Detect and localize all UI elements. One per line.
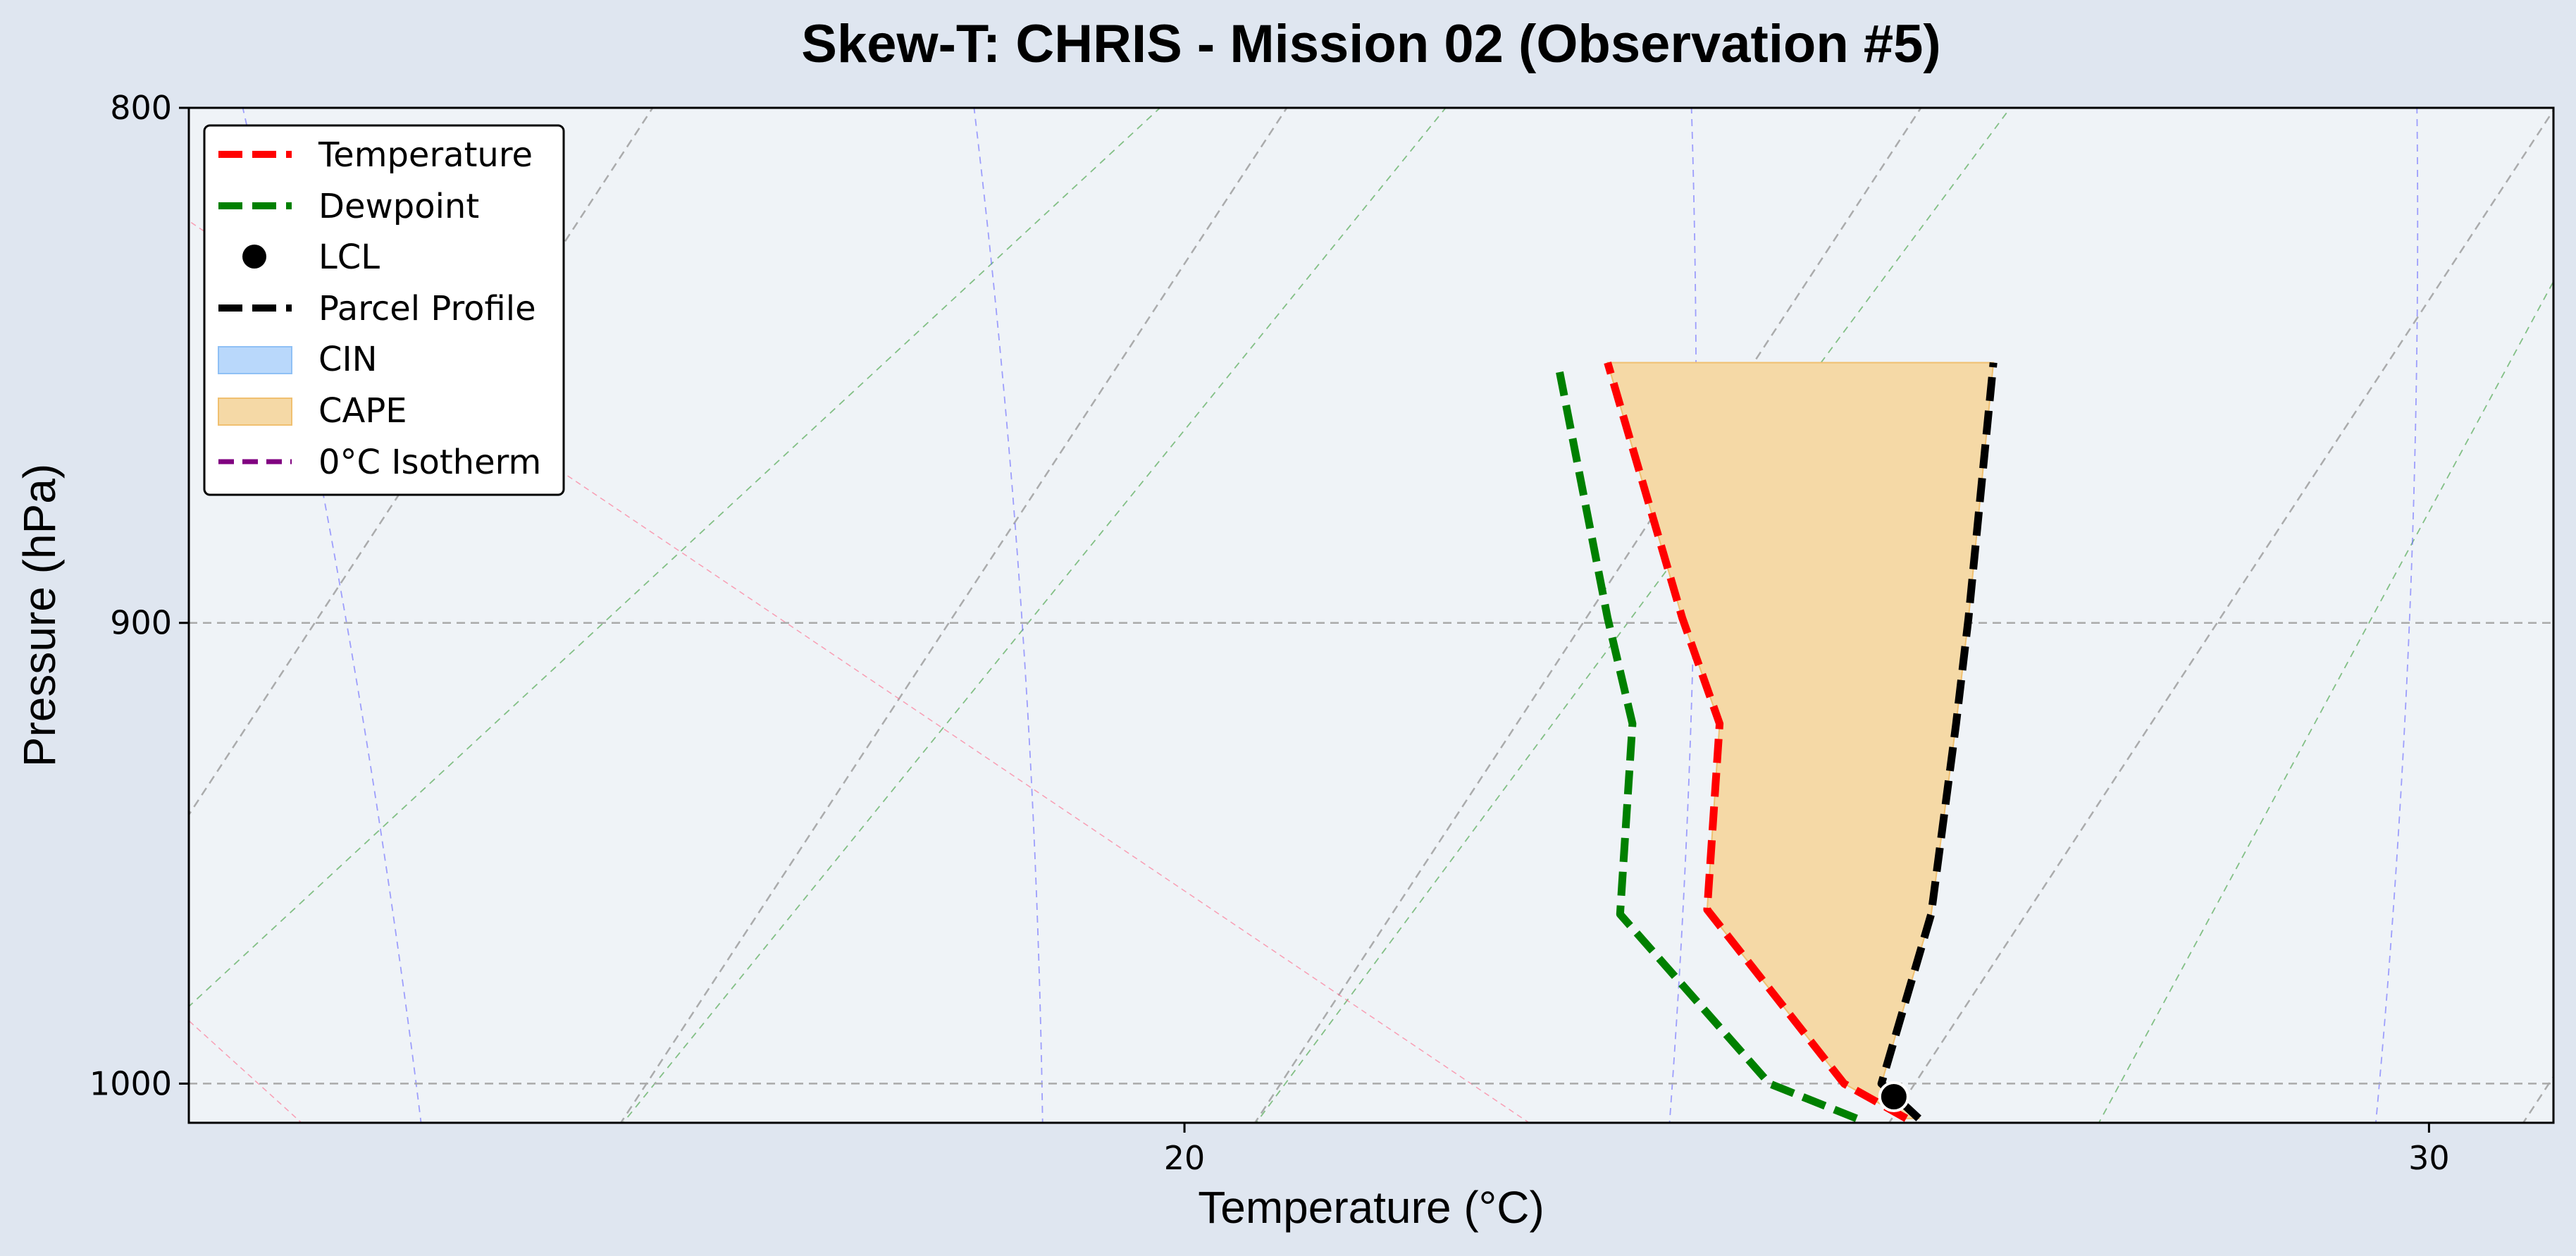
legend-swatch-cin	[218, 346, 292, 374]
legend-label-cape: CAPE	[318, 391, 407, 431]
isotherm-line-3	[1253, 108, 1922, 1123]
legend-swatch-lcl	[242, 245, 266, 269]
y-tick-label-900: 900	[110, 604, 172, 642]
legend-label-isotherm: 0°C Isotherm	[318, 443, 541, 482]
moist-adiabat-line-1	[973, 108, 1044, 1123]
lcl-marker	[1878, 1080, 1909, 1112]
legend-item-cin: CIN	[218, 340, 378, 379]
legend-label-temperature: Temperature	[318, 135, 533, 175]
plot-area	[189, 108, 2553, 1123]
legend-label-dewpoint: Dewpoint	[318, 187, 479, 226]
mixing-ratio-line-0	[189, 108, 1161, 1008]
legend-box	[203, 124, 565, 496]
x-tick-label-20: 20	[1164, 1139, 1206, 1177]
y-axis-label: Pressure (hPa)	[14, 464, 65, 767]
mixing-ratio-line-2	[1255, 108, 2012, 1123]
legend-label-lcl: LCL	[318, 238, 380, 277]
x-tick-label-30: 30	[2408, 1139, 2450, 1177]
isotherm-line-1	[189, 108, 654, 817]
legend-item-temperature: Temperature	[218, 135, 533, 175]
moist-adiabat-line-3	[2374, 108, 2419, 1123]
dry-adiabat-line-1	[189, 1020, 303, 1123]
legend-item-dewpoint: Dewpoint	[218, 187, 479, 226]
dewpoint-line	[1554, 362, 1858, 1122]
chart-title: Skew-T: CHRIS - Mission 02 (Observation …	[801, 14, 1941, 74]
y-tick-label-800: 800	[110, 89, 172, 127]
mixing-ratio-line-1	[622, 108, 1447, 1123]
legend-label-parcel-profile: Parcel Profile	[318, 289, 536, 328]
isotherm-line-4	[1888, 109, 2553, 1123]
background-lines	[189, 108, 2553, 1123]
legend-label-cin: CIN	[318, 340, 378, 379]
legend-item-cape: CAPE	[218, 391, 407, 431]
y-tick-label-1000: 1000	[89, 1064, 172, 1102]
isotherm-line-2	[619, 108, 1288, 1123]
temperature-line	[1604, 361, 1909, 1122]
legend-item-parcel-profile: Parcel Profile	[218, 289, 536, 328]
chart-legend: Temperature Dewpoint LCL Parcel Profile …	[203, 124, 565, 496]
legend-item-isotherm: 0°C Isotherm	[218, 443, 541, 482]
moist-adiabat-line-0	[242, 108, 422, 1123]
axis-ticks: 20 30 1000 900 800	[89, 89, 2450, 1177]
plot-frame	[187, 106, 2555, 1124]
legend-swatch-cape	[218, 398, 292, 426]
x-axis-label: Temperature (°C)	[1198, 1182, 1544, 1233]
lcl-markers	[1878, 1080, 1909, 1112]
legend-item-lcl: LCL	[242, 238, 380, 277]
